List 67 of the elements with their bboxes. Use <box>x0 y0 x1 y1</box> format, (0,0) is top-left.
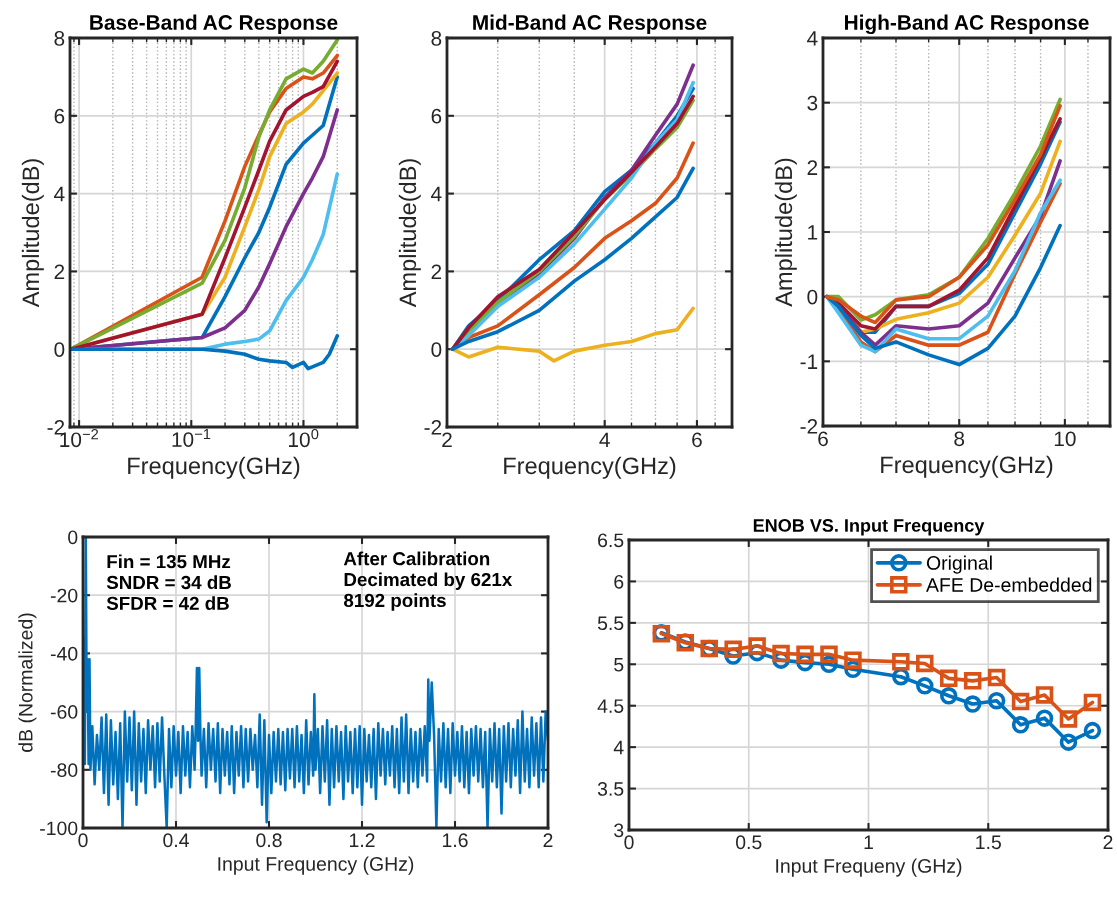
y-tick-label: -80 <box>50 763 78 778</box>
y-tick-label: 2 <box>431 264 442 279</box>
y-tick-label: -40 <box>50 646 78 661</box>
y-tick-label: 0 <box>807 289 818 305</box>
chart-title: Base-Band AC Response <box>90 14 338 34</box>
y-tick-label: 6 <box>614 574 624 589</box>
x-tick-label: 6 <box>692 432 702 448</box>
x-axis-title: Input Frequency (GHz) <box>218 856 414 875</box>
chart-title: High-Band AC Response <box>845 14 1089 35</box>
y-tick-label: 0 <box>68 530 78 545</box>
y-axis-title: Amplitude(dB) <box>21 159 44 308</box>
x-axis-title: Frequency(GHz) <box>881 455 1053 478</box>
y-tick-label: 2 <box>54 264 65 279</box>
x-axis-title: Frequency(GHz) <box>504 456 676 479</box>
x-tick-label: 10 <box>1054 431 1076 447</box>
y-tick-label: 8 <box>54 31 65 46</box>
y-tick-label: 6 <box>431 108 442 124</box>
y-tick-label: 6.5 <box>598 533 624 548</box>
x-tick-label: 2 <box>1103 835 1113 849</box>
y-tick-label: 3 <box>807 95 818 111</box>
x-tick-label: 0.5 <box>736 835 762 850</box>
y-tick-label: 8 <box>431 31 442 46</box>
legend-label: Original <box>926 555 992 574</box>
y-tick-label: -100 <box>40 821 78 836</box>
x-tick-label: 0.8 <box>256 833 282 848</box>
x-axis-title: Frequency(GHz) <box>128 456 300 479</box>
y-tick-label: 0 <box>431 342 442 357</box>
x-tick-label: 10$^{−1}$ <box>172 429 211 447</box>
chart-title: Mid-Band AC Response <box>473 14 707 34</box>
y-tick-label: 1 <box>808 225 818 240</box>
y-tick-label: 3 <box>614 823 624 838</box>
y-tick-label: 3.5 <box>597 782 624 796</box>
y-tick-label: -2 <box>424 420 442 435</box>
y-tick-label: 4 <box>54 186 65 202</box>
y-axis-title: Amplitude(dB) <box>398 159 421 308</box>
y-tick-label: 2 <box>807 160 818 175</box>
y-tick-label: 5.5 <box>597 616 624 631</box>
x-tick-label: 10$^{0}$ <box>289 429 319 448</box>
x-axis-title: Input Frequeny (GHz) <box>776 858 962 877</box>
x-tick-label: 1.6 <box>442 833 468 848</box>
x-tick-label: 0 <box>624 835 634 850</box>
y-tick-label: 4 <box>807 31 818 46</box>
y-tick-label: 4 <box>613 740 624 755</box>
x-tick-label: 8 <box>954 431 965 447</box>
x-tick-label: 0.4 <box>163 833 189 848</box>
x-tick-label: 0 <box>78 833 88 848</box>
y-tick-label: -60 <box>50 705 78 719</box>
x-tick-label: 1 <box>864 835 873 849</box>
y-tick-label: 0 <box>54 342 65 357</box>
chart-title: ENOB VS. Input Frequency <box>753 519 985 536</box>
y-axis-title: dB (Normalized) <box>18 613 37 752</box>
x-tick-label: 2 <box>442 432 452 447</box>
y-tick-label: 4 <box>431 186 442 202</box>
legend-label: AFE De-embedded <box>926 577 1092 592</box>
y-tick-label: -20 <box>50 588 78 603</box>
y-axis-title: Amplitude(dB) <box>774 158 797 307</box>
x-tick-label: 6 <box>818 431 828 447</box>
x-tick-label: 1.2 <box>349 833 375 847</box>
annotation: After Calibration Decimated by 621x 8192 points <box>343 551 513 611</box>
y-tick-label: 4.5 <box>597 699 624 713</box>
annotation: Fin = 135 MHz SNDR = 34 dB SFDR = 42 dB <box>106 554 231 610</box>
y-tick-label: -1 <box>800 354 818 369</box>
y-tick-label: -2 <box>800 419 818 434</box>
x-tick-label: 2 <box>543 833 553 847</box>
x-tick-label: 1.5 <box>976 835 1001 850</box>
y-tick-label: 5 <box>614 657 624 672</box>
y-tick-label: 6 <box>54 108 65 124</box>
